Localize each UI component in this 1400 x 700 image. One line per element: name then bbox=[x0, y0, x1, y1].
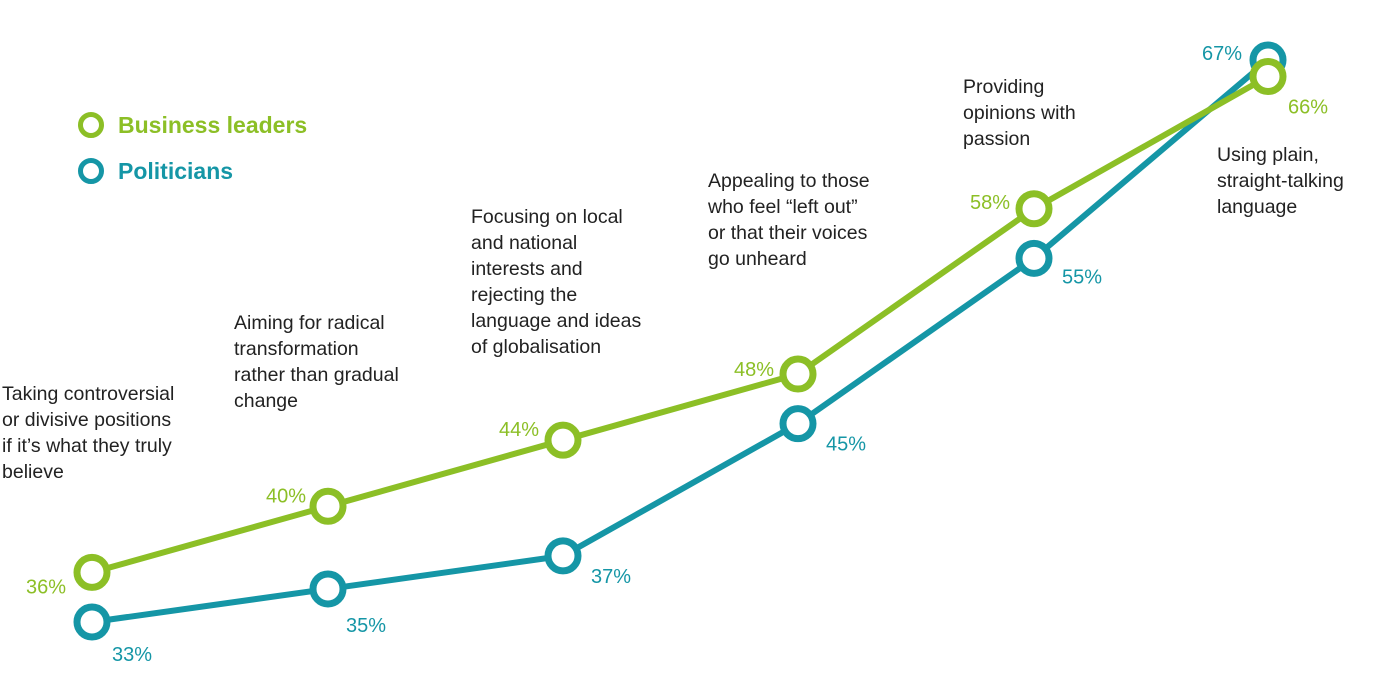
category-label: Taking controversial or divisive positio… bbox=[2, 383, 175, 483]
category-label: Providing opinions with passion bbox=[963, 76, 1076, 150]
legend-item-business-leaders: Business leaders bbox=[78, 102, 307, 148]
data-point-business-leaders bbox=[73, 553, 111, 591]
data-label-business-leaders: 40% bbox=[266, 485, 306, 507]
data-label-business-leaders: 44% bbox=[499, 419, 539, 441]
data-point-politicians bbox=[544, 537, 582, 575]
legend-label-politicians: Politicians bbox=[118, 157, 234, 184]
legend-label-business-leaders: Business leaders bbox=[118, 111, 308, 138]
legend-marker-business-leaders bbox=[78, 112, 104, 138]
data-label-business-leaders: 66% bbox=[1288, 97, 1328, 119]
data-label-politicians: 33% bbox=[112, 644, 152, 666]
legend: Business leaders Politicians bbox=[78, 102, 307, 194]
data-label-politicians: 45% bbox=[826, 434, 866, 456]
category-label: Aiming for radical transformation rather… bbox=[234, 312, 399, 412]
data-point-business-leaders bbox=[1015, 190, 1053, 228]
data-point-business-leaders bbox=[779, 355, 817, 393]
category-label: Using plain, straight-talking language bbox=[1217, 144, 1344, 218]
data-point-business-leaders bbox=[1249, 58, 1287, 96]
series-line-business-leaders bbox=[91, 73, 1270, 576]
legend-marker-politicians bbox=[78, 158, 104, 184]
data-point-politicians bbox=[779, 405, 817, 443]
data-point-politicians bbox=[309, 570, 347, 608]
legend-item-politicians: Politicians bbox=[78, 148, 307, 194]
data-label-politicians: 67% bbox=[1202, 43, 1242, 65]
data-point-politicians bbox=[73, 603, 111, 641]
data-point-business-leaders bbox=[309, 487, 347, 525]
data-label-politicians: 35% bbox=[346, 615, 386, 637]
data-point-politicians bbox=[1015, 239, 1053, 277]
data-label-politicians: 55% bbox=[1062, 266, 1102, 288]
data-label-politicians: 37% bbox=[591, 566, 631, 588]
data-label-business-leaders: 36% bbox=[26, 576, 66, 598]
category-label: Focusing on local and national interests… bbox=[471, 206, 642, 358]
data-point-business-leaders bbox=[544, 421, 582, 459]
series-line-politicians bbox=[91, 57, 1270, 625]
data-label-business-leaders: 58% bbox=[970, 192, 1010, 214]
category-label: Appealing to those who feel “left out” o… bbox=[708, 170, 870, 270]
data-label-business-leaders: 48% bbox=[734, 359, 774, 381]
